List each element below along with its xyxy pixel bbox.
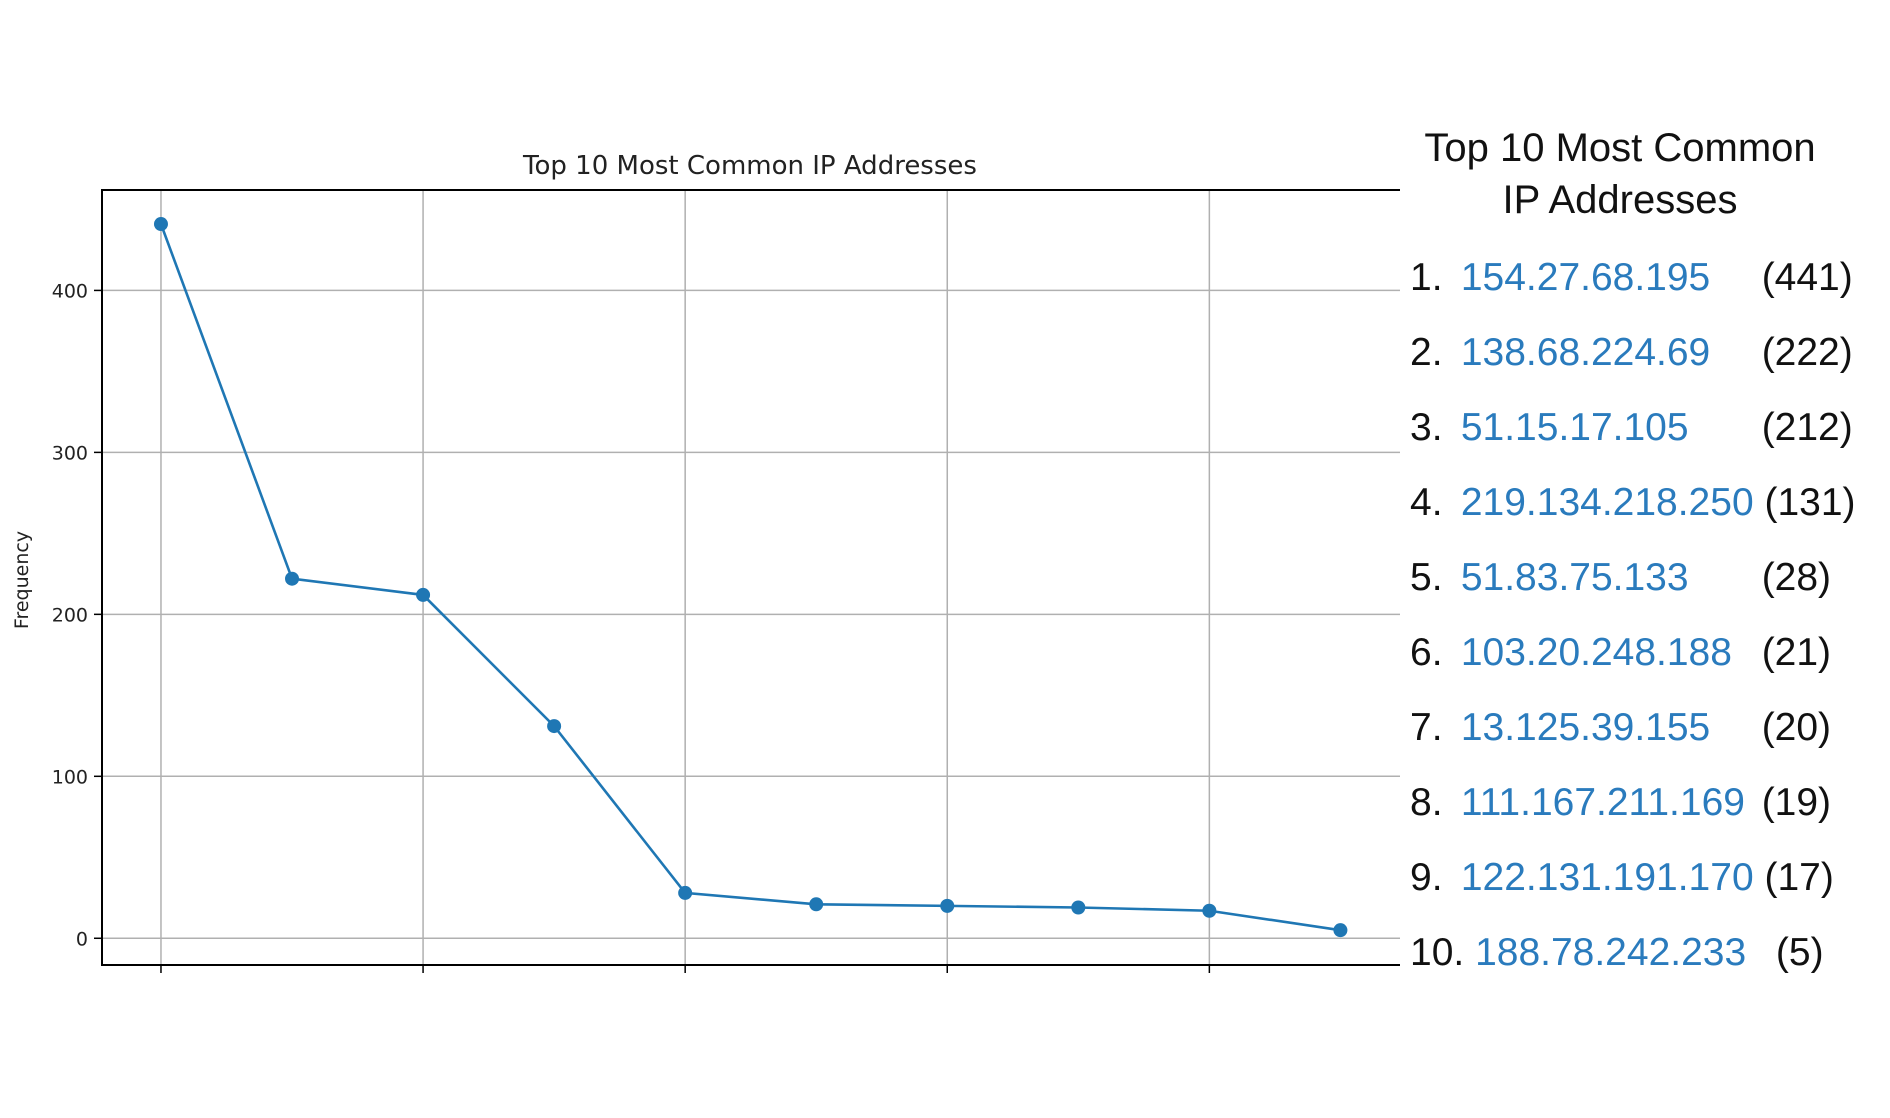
rank-number: 7. bbox=[1410, 706, 1443, 749]
data-point bbox=[940, 898, 955, 913]
ip-ranking-item: 5. 51.83.75.133 (28) bbox=[1410, 540, 1880, 615]
data-point bbox=[416, 587, 431, 602]
ip-count: (222) bbox=[1761, 331, 1853, 374]
ip-count: (21) bbox=[1761, 631, 1832, 674]
ip-ranking-item: 7. 13.125.39.155 (20) bbox=[1410, 690, 1880, 765]
ip-count: (17) bbox=[1764, 856, 1834, 899]
ip-address: 51.15.17.105 bbox=[1460, 406, 1689, 449]
panel-title-line-1: Top 10 Most Common bbox=[1424, 126, 1816, 170]
data-point bbox=[153, 217, 168, 232]
y-tick-label: 100 bbox=[52, 766, 88, 788]
ip-ranking-list: 1. 154.27.68.195 (441) 2. 138.68.224.69 … bbox=[1410, 240, 1880, 990]
ip-address: 13.125.39.155 bbox=[1460, 706, 1711, 749]
ip-ranking-item: 1. 154.27.68.195 (441) bbox=[1410, 240, 1880, 315]
ip-ranking-item: 6. 103.20.248.188 (21) bbox=[1410, 615, 1880, 690]
y-axis-label: Frequency bbox=[11, 531, 33, 629]
ip-count: (131) bbox=[1764, 481, 1856, 524]
rank-number: 5. bbox=[1410, 556, 1443, 599]
chart-title: Top 10 Most Common IP Addresses bbox=[522, 151, 977, 181]
series-line bbox=[159, 223, 1341, 932]
ip-address: 103.20.248.188 bbox=[1460, 631, 1732, 674]
rank-number: 3. bbox=[1410, 406, 1443, 449]
ip-count: (19) bbox=[1761, 781, 1832, 824]
y-tick-label: 200 bbox=[52, 604, 88, 626]
ip-address: 154.27.68.195 bbox=[1460, 256, 1711, 299]
line-chart: Top 10 Most Common IP Addresses Frequenc… bbox=[11, 151, 1400, 973]
ip-ranking-item: 10. 188.78.242.233 (5) bbox=[1410, 915, 1880, 990]
ip-count: (5) bbox=[1775, 931, 1824, 974]
ip-ranking-item: 9. 122.131.191.170 (17) bbox=[1410, 840, 1880, 915]
ip-ranking-panel: Top 10 Most Common IP Addresses 1. 154.2… bbox=[1410, 122, 1880, 990]
ip-address: 122.131.191.170 bbox=[1460, 856, 1754, 899]
y-tick-label: 300 bbox=[52, 442, 88, 464]
plot-frame bbox=[101, 189, 1400, 966]
ip-ranking-item: 3. 51.15.17.105 (212) bbox=[1410, 390, 1880, 465]
ip-ranking-item: 2. 138.68.224.69 (222) bbox=[1410, 315, 1880, 390]
data-point bbox=[547, 719, 562, 734]
data-point bbox=[1333, 923, 1348, 938]
rank-number: 6. bbox=[1410, 631, 1443, 674]
ip-ranking-item: 8. 111.167.211.169 (19) bbox=[1410, 765, 1880, 840]
ip-ranking-item: 4. 219.134.218.250 (131) bbox=[1410, 465, 1880, 540]
rank-number: 2. bbox=[1410, 331, 1443, 374]
x-ticks bbox=[160, 965, 1211, 973]
ip-count: (28) bbox=[1761, 556, 1832, 599]
ip-count: (212) bbox=[1761, 406, 1853, 449]
rank-number: 4. bbox=[1410, 481, 1443, 524]
ip-address: 219.134.218.250 bbox=[1460, 481, 1754, 524]
panel-title: Top 10 Most Common IP Addresses bbox=[1410, 122, 1830, 226]
ip-count: (441) bbox=[1761, 256, 1853, 299]
panel-title-line-2: IP Addresses bbox=[1502, 178, 1738, 222]
rank-number: 1. bbox=[1410, 256, 1443, 299]
y-ticks: 0 100 200 300 400 bbox=[52, 280, 102, 950]
ip-address: 138.68.224.69 bbox=[1460, 331, 1711, 374]
data-point bbox=[1202, 903, 1217, 918]
ip-address: 111.167.211.169 bbox=[1460, 781, 1745, 824]
rank-number: 10. bbox=[1410, 931, 1465, 974]
ip-address: 51.83.75.133 bbox=[1460, 556, 1689, 599]
y-tick-label: 0 bbox=[76, 928, 88, 950]
grid-lines bbox=[102, 190, 1400, 965]
ip-count: (20) bbox=[1761, 706, 1832, 749]
rank-number: 8. bbox=[1410, 781, 1443, 824]
y-tick-label: 400 bbox=[52, 280, 88, 302]
data-point bbox=[285, 571, 300, 586]
rank-number: 9. bbox=[1410, 856, 1443, 899]
ip-address: 188.78.242.233 bbox=[1475, 931, 1747, 974]
data-point bbox=[678, 885, 693, 900]
data-point bbox=[809, 897, 824, 912]
data-point bbox=[1071, 900, 1086, 915]
series bbox=[153, 217, 1348, 938]
